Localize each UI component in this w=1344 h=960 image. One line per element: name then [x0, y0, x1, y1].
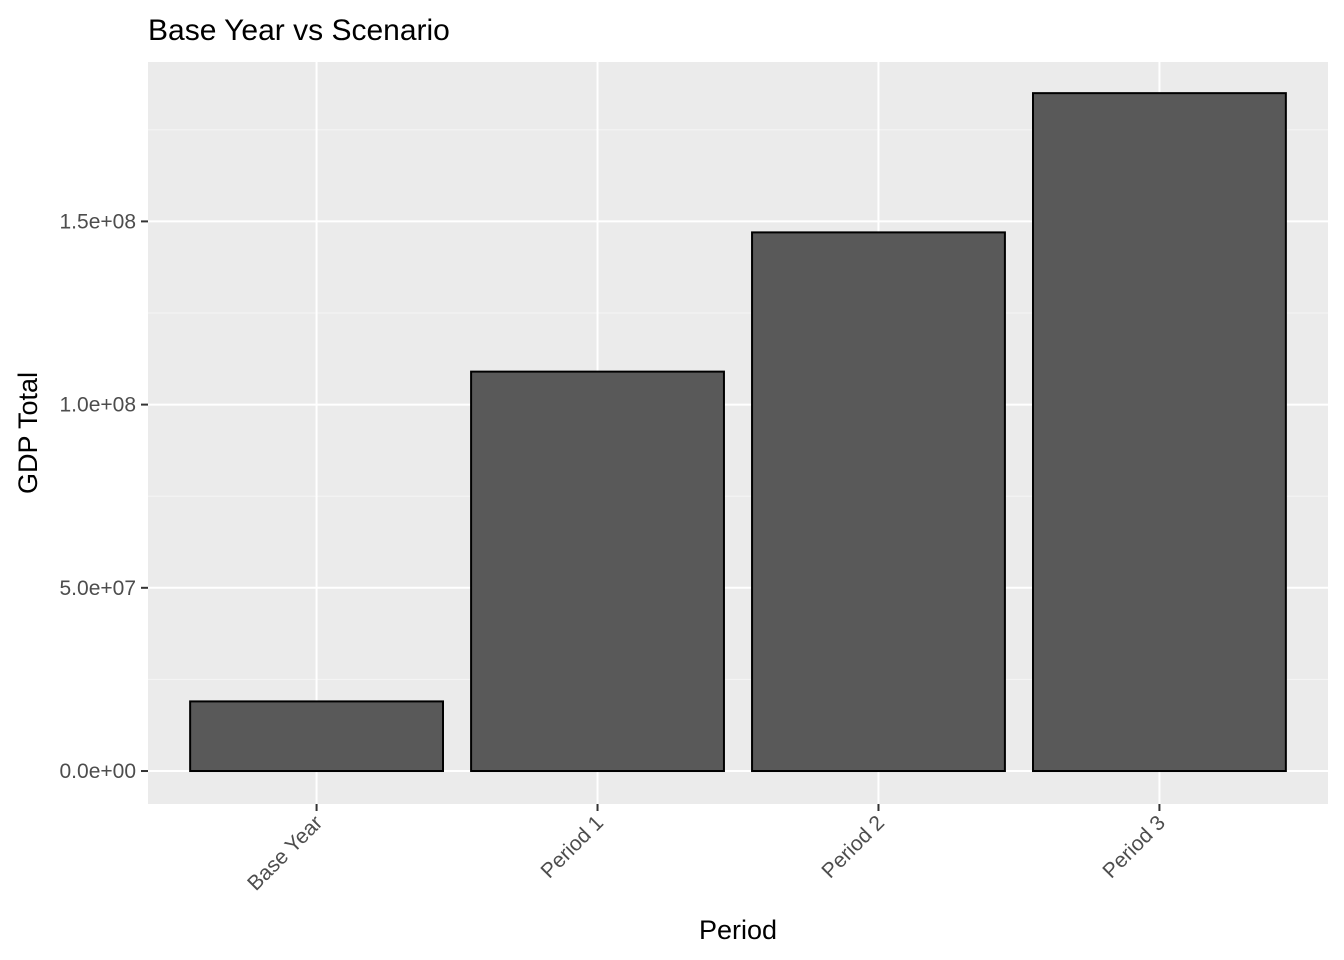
x-axis-title: Period	[699, 915, 777, 945]
x-tick-label: Period 1	[536, 811, 608, 883]
y-axis-title: GDP Total	[13, 372, 43, 494]
x-tick-label: Period 2	[817, 811, 889, 883]
x-tick-label: Period 3	[1098, 811, 1170, 883]
y-axis: 0.0e+00 5.0e+07 1.0e+08 1.5e+08	[60, 210, 148, 783]
y-tick-label: 1.5e+08	[60, 210, 137, 233]
bar-period-3	[1032, 92, 1287, 773]
bars	[189, 92, 1287, 773]
y-tick-label: 5.0e+07	[60, 577, 137, 600]
y-tick-label: 1.0e+08	[60, 394, 137, 417]
bar-period-1	[470, 370, 725, 773]
bar-base-year	[189, 700, 444, 773]
chart-title: Base Year vs Scenario	[148, 14, 450, 47]
bar-period-2	[751, 231, 1006, 773]
x-tick-label: Base Year	[243, 811, 327, 895]
y-tick-label: 0.0e+00	[60, 760, 137, 783]
x-axis: Base Year Period 1 Period 2 Period 3	[243, 804, 1170, 895]
